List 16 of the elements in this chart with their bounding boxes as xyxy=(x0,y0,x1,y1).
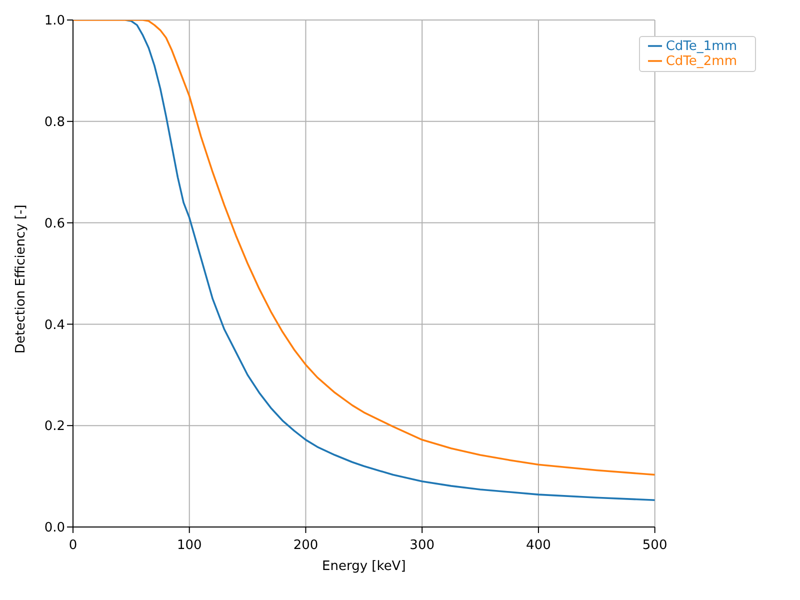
x-axis-title: Energy [keV] xyxy=(322,559,406,574)
y-tick-label: 0.2 xyxy=(44,419,65,434)
x-tick-label: 200 xyxy=(293,538,318,553)
x-tick-label: 500 xyxy=(642,538,668,553)
legend-label: CdTe_2mm xyxy=(666,54,737,69)
y-tick-label: 1.0 xyxy=(44,14,65,29)
x-tick-label: 400 xyxy=(526,538,551,553)
x-tick-label: 300 xyxy=(410,538,435,553)
x-tick-label: 0 xyxy=(68,538,78,553)
y-tick-label: 0.6 xyxy=(44,216,65,232)
y-tick-label: 0.4 xyxy=(44,318,65,333)
y-axis-title: Detection Efficiency [-] xyxy=(14,204,29,354)
y-tick-label: 0.0 xyxy=(44,520,65,536)
legend-label: CdTe_1mm xyxy=(666,39,737,54)
x-tick-label: 100 xyxy=(176,538,202,553)
y-tick-label: 0.8 xyxy=(44,115,65,130)
